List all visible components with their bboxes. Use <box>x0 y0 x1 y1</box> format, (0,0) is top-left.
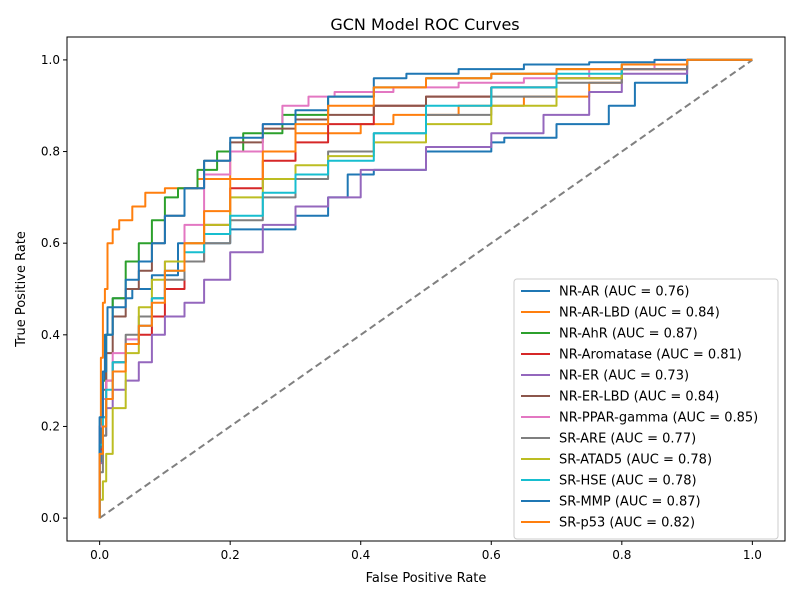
legend-entry-label: NR-Aromatase (AUC = 0.81) <box>559 348 742 363</box>
x-tick-label: 0.6 <box>482 548 501 562</box>
legend-box <box>513 278 779 540</box>
chart-title: GCN Model ROC Curves <box>330 15 519 34</box>
roc-curve-11 <box>98 58 753 519</box>
plot-area <box>98 58 753 519</box>
legend-entry-label: SR-p53 (AUC = 0.82) <box>559 516 695 531</box>
y-tick-label: 0.2 <box>41 419 60 433</box>
legend-entry-label: SR-ATAD5 (AUC = 0.78) <box>559 453 712 468</box>
y-axis-label: True Positive Rate <box>14 231 29 348</box>
legend-entry-label: NR-ER (AUC = 0.73) <box>559 369 689 384</box>
y-tick-label: 0.8 <box>41 145 60 159</box>
legend-entry-label: NR-AR (AUC = 0.76) <box>559 285 689 300</box>
y-tick-label: 0.4 <box>41 328 60 342</box>
x-tick-label: 1.0 <box>743 548 762 562</box>
legend-entry-label: NR-ER-LBD (AUC = 0.84) <box>559 390 719 405</box>
x-tick-label: 0.0 <box>90 548 109 562</box>
y-tick-label: 0.6 <box>41 236 60 250</box>
legend-entry-label: SR-HSE (AUC = 0.78) <box>559 474 697 489</box>
x-axis-label: False Positive Rate <box>366 571 487 586</box>
x-tick-label: 0.2 <box>221 548 240 562</box>
chance-diagonal-line <box>99 59 753 519</box>
axes-frame <box>66 36 786 542</box>
y-tick-label: 1.0 <box>41 53 60 67</box>
legend-entry-label: SR-MMP (AUC = 0.87) <box>559 495 701 510</box>
x-tick-label: 0.8 <box>612 548 631 562</box>
y-tick-label: 0.0 <box>41 511 60 525</box>
legend-entry-label: NR-PPAR-gamma (AUC = 0.85) <box>559 411 758 426</box>
legend-entry-label: NR-AR-LBD (AUC = 0.84) <box>559 306 720 321</box>
legend-entry-label: SR-ARE (AUC = 0.77) <box>559 432 696 447</box>
legend-entry-label: NR-AhR (AUC = 0.87) <box>559 327 698 342</box>
axis-ticks: 0.0 0.2 0.4 0.6 0.8 1.0 0.0 0.2 0.4 0.6 0.8 1.0 <box>41 53 762 562</box>
x-tick-label: 0.4 <box>351 548 370 562</box>
roc-curve-10 <box>98 58 753 519</box>
legend: NR-AR (AUC = 0.76) NR-AR-LBD (AUC = 0.84)… <box>513 278 779 540</box>
